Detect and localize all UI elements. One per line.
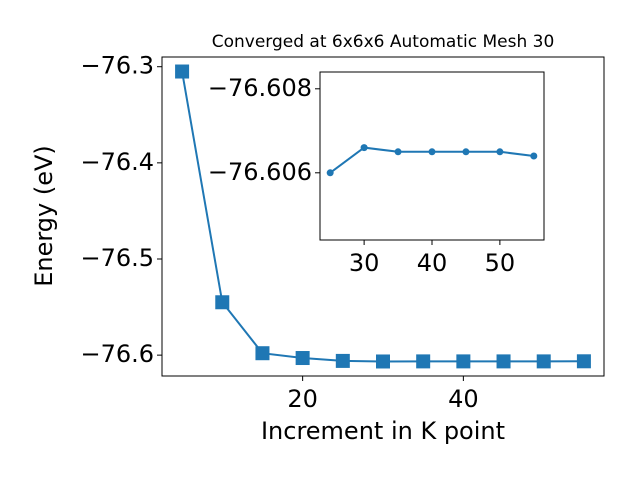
marker [416,354,431,369]
marker [335,353,350,368]
marker [496,354,511,369]
y-tick-label: −76.5 [80,244,154,272]
y-tick-label: −76.608 [208,74,312,102]
marker [255,346,270,361]
x-axis-label: Increment in K point [261,417,505,445]
y-tick-label: −76.3 [80,52,154,80]
marker [536,354,551,369]
chart-title: Converged at 6x6x6 Automatic Mesh 30 [212,32,555,52]
y-axis-label: Energy (eV) [30,145,58,287]
x-tick-label: 40 [417,249,448,277]
marker [462,148,470,156]
axes-frame [319,71,545,241]
marker [496,148,504,156]
y-tick-label: −76.606 [208,158,312,186]
marker [360,144,368,152]
plot-area [320,72,544,240]
x-tick-label: 50 [485,249,516,277]
marker [326,169,334,177]
marker [576,354,591,369]
marker [394,148,402,156]
y-tick-label: −76.4 [80,148,154,176]
axes-frame [161,56,605,377]
marker [428,148,436,156]
x-tick-label: 20 [287,385,318,413]
marker [456,354,471,369]
marker [530,152,538,160]
marker [295,351,310,366]
x-tick-label: 40 [448,385,479,413]
x-tick-label: 30 [349,249,380,277]
marker [215,295,230,310]
marker [175,64,190,79]
marker [376,354,390,369]
y-tick-label: −76.6 [80,340,154,368]
